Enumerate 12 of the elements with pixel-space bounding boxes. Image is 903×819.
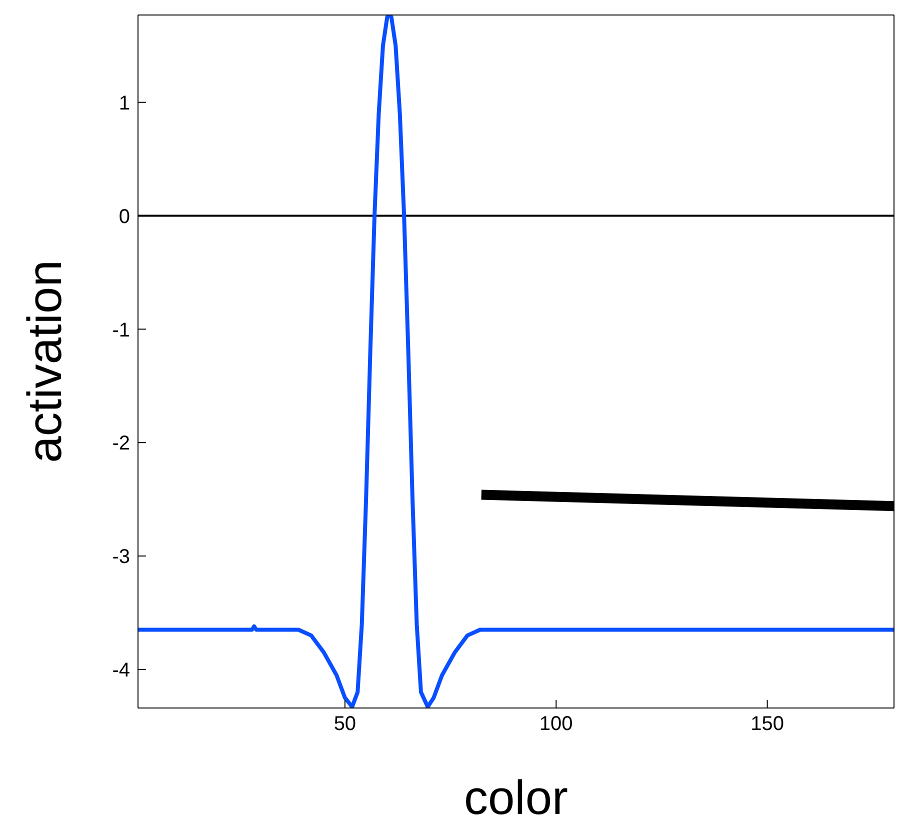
line-series (138, 15, 894, 708)
y-tick-label: -1 (112, 319, 130, 342)
y-tick-label: 1 (118, 92, 130, 114)
x-tick-label: 150 (750, 713, 784, 736)
y-tick-label: -2 (112, 432, 130, 455)
y-axis-title: activation (19, 260, 72, 463)
x-axis-title: color (464, 772, 568, 819)
x-tick-label: 50 (334, 713, 356, 736)
y-tick-label: -3 (112, 546, 130, 568)
x-tick-label: 100 (539, 713, 573, 736)
y-tick-label: 0 (118, 206, 130, 228)
y-tick-label: -4 (112, 660, 130, 682)
